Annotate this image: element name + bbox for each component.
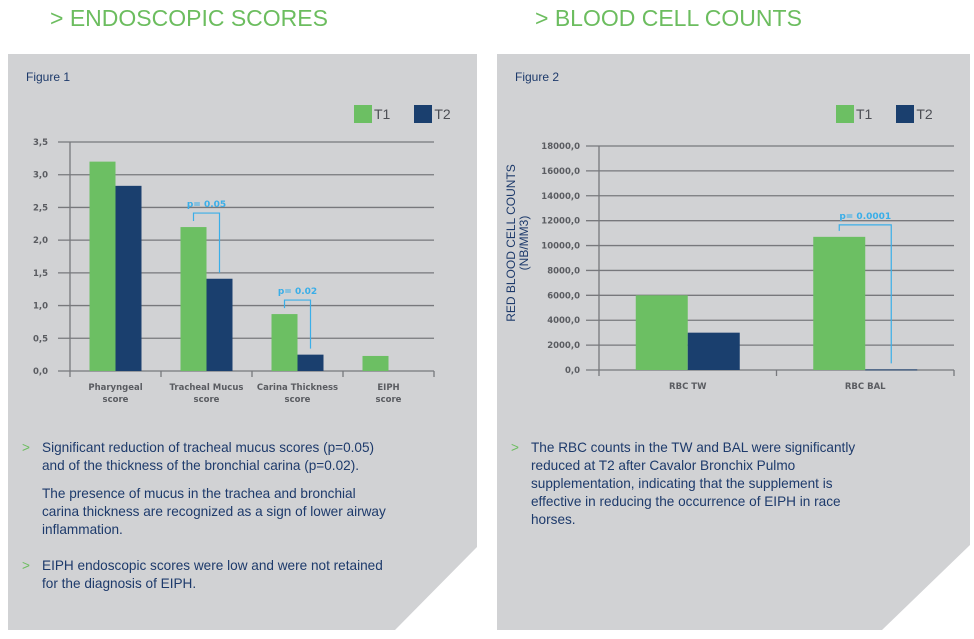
y-axis-title: RED BLOOD CELL COUNTS bbox=[504, 164, 518, 322]
finding-text: The presence of mucus in the trachea and… bbox=[42, 486, 386, 537]
y-tick-label: 3,5 bbox=[33, 138, 48, 148]
p-value-label: p= 0.0001 bbox=[839, 212, 891, 222]
y-tick-label: 2,0 bbox=[33, 236, 48, 246]
y-tick-label: 2,5 bbox=[33, 203, 48, 213]
y-tick-label: 6000,0 bbox=[547, 291, 580, 301]
legend-swatch-t1 bbox=[836, 105, 854, 123]
bar-t1 bbox=[635, 295, 688, 370]
legend-label-t2: T2 bbox=[434, 106, 451, 122]
x-category-label: Tracheal Mucus bbox=[170, 383, 244, 393]
bar-t2 bbox=[297, 354, 324, 371]
x-category-label: score bbox=[194, 395, 220, 405]
figure-label: Figure 2 bbox=[515, 70, 560, 84]
bar-t2 bbox=[115, 185, 142, 371]
legend-label-t2: T2 bbox=[916, 106, 933, 122]
y-tick-label: 14000,0 bbox=[541, 192, 580, 202]
y-tick-label: 1,0 bbox=[33, 302, 48, 312]
bar-t1 bbox=[180, 227, 207, 371]
legend-swatch-t2 bbox=[896, 105, 915, 123]
x-category-label: Pharyngeal bbox=[88, 383, 142, 393]
bar-t1 bbox=[362, 355, 389, 371]
y-tick-label: 0,0 bbox=[33, 367, 48, 377]
chart-legend: T1 T2 bbox=[836, 105, 933, 123]
bullet-arrow-icon: > bbox=[22, 440, 30, 455]
y-tick-label: 1,5 bbox=[33, 269, 48, 279]
y-tick-label: 3,0 bbox=[33, 171, 48, 181]
x-category-label: Carina Thickness bbox=[257, 383, 338, 393]
y-axis-title: (NB/MM3) bbox=[517, 216, 531, 271]
bar-t1 bbox=[271, 314, 298, 371]
bar-t1 bbox=[89, 161, 116, 371]
chart-legend: T1 T2 bbox=[354, 105, 451, 123]
y-tick-label: 2000,0 bbox=[547, 341, 580, 351]
x-category-label: score bbox=[103, 395, 129, 405]
y-tick-label: 10000,0 bbox=[541, 242, 580, 252]
finding-text: EIPH endoscopic scores were low and were… bbox=[42, 558, 383, 591]
section-title-blood-counts: > BLOOD CELL COUNTS bbox=[535, 5, 802, 31]
bar-t2 bbox=[206, 278, 233, 371]
y-tick-label: 18000,0 bbox=[541, 142, 580, 152]
y-tick-label: 16000,0 bbox=[541, 167, 580, 177]
legend-item-t2: T2 bbox=[414, 105, 451, 123]
x-category-label: RBC TW bbox=[669, 382, 707, 392]
legend-item-t2: T2 bbox=[896, 105, 933, 123]
findings-list: > Significant reduction of tracheal mucu… bbox=[16, 439, 386, 603]
y-tick-label: 0,0 bbox=[565, 366, 580, 376]
legend-item-t1: T1 bbox=[354, 105, 390, 123]
x-category-label: score bbox=[376, 395, 402, 405]
finding-item: > The RBC counts in the TW and BAL were … bbox=[505, 439, 885, 529]
legend-label-t1: T1 bbox=[856, 106, 873, 122]
y-tick-label: 8000,0 bbox=[547, 266, 580, 276]
x-category-label: score bbox=[285, 395, 311, 405]
legend-item-t1: T1 bbox=[836, 105, 872, 123]
finding-item: > EIPH endoscopic scores were low and we… bbox=[16, 557, 386, 593]
figure-1-panel: Figure 1 T1 T2 > Significant reduction o… bbox=[8, 54, 477, 630]
legend-swatch-t1 bbox=[354, 105, 372, 123]
finding-text: The RBC counts in the TW and BAL were si… bbox=[531, 440, 856, 527]
x-category-label: RBC BAL bbox=[845, 382, 886, 392]
figure-label: Figure 1 bbox=[26, 70, 71, 84]
bullet-arrow-icon: > bbox=[511, 440, 519, 455]
p-value-label: p= 0.02 bbox=[278, 287, 317, 297]
finding-text: Significant reduction of tracheal mucus … bbox=[42, 440, 375, 473]
y-tick-label: 12000,0 bbox=[541, 217, 580, 227]
findings-list: > The RBC counts in the TW and BAL were … bbox=[505, 439, 885, 539]
significance-bracket bbox=[192, 212, 221, 273]
significance-bracket bbox=[283, 299, 312, 349]
significance-bracket bbox=[838, 224, 892, 364]
legend-label-t1: T1 bbox=[374, 106, 391, 122]
p-value-label: p= 0.05 bbox=[187, 200, 226, 210]
bar-t2 bbox=[687, 332, 740, 370]
bar-t1 bbox=[813, 236, 866, 370]
x-category-label: EIPH bbox=[377, 383, 399, 393]
legend-swatch-t2 bbox=[414, 105, 433, 123]
y-tick-label: 0,5 bbox=[33, 334, 48, 344]
section-title-endoscopic: > ENDOSCOPIC SCORES bbox=[50, 5, 328, 31]
bar-t2 bbox=[865, 369, 918, 371]
y-tick-label: 4000,0 bbox=[547, 316, 580, 326]
finding-item: > Significant reduction of tracheal mucu… bbox=[16, 439, 386, 539]
bullet-arrow-icon: > bbox=[22, 558, 30, 573]
